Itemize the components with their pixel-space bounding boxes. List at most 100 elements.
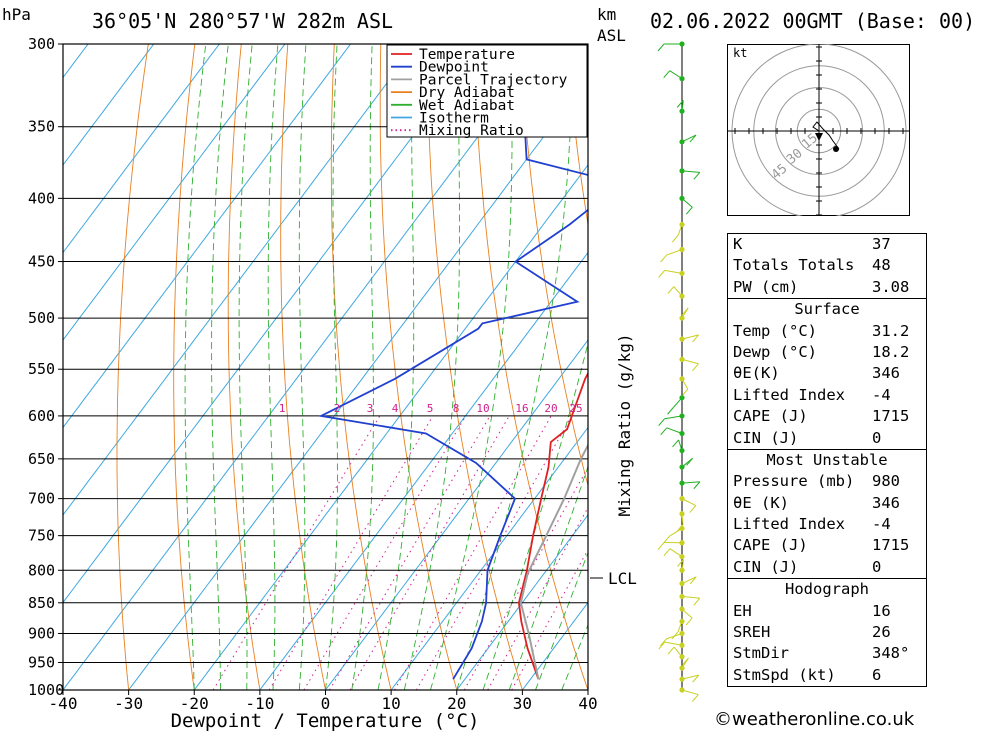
stat-label: PW (cm) bbox=[733, 277, 799, 296]
wind-barb-flag bbox=[689, 505, 697, 513]
stat-row: PW (cm) 3.08 bbox=[728, 277, 926, 298]
wind-barb-flag bbox=[676, 100, 684, 108]
wind-barb bbox=[681, 595, 700, 599]
legend-entry: Isotherm bbox=[419, 111, 489, 127]
wind-barb-flag bbox=[685, 206, 693, 215]
wet-adiabat-line bbox=[377, 44, 415, 690]
wind-level-dot bbox=[679, 168, 685, 174]
wind-barb-flag bbox=[657, 542, 665, 550]
stat-label: Dewp (°C) bbox=[733, 342, 817, 361]
stat-row: θE (K) 346 bbox=[728, 493, 926, 514]
credit-text: ©weatheronline.co.uk bbox=[714, 709, 915, 730]
stat-row: CIN (J) 0 bbox=[728, 428, 926, 449]
wind-barb bbox=[681, 689, 699, 696]
most-unstable-title: Most Unstable bbox=[766, 450, 888, 469]
stat-label: CIN (J) bbox=[733, 557, 799, 576]
mixing-ratio-line bbox=[511, 548, 588, 690]
dry-adiabat-line bbox=[939, 44, 1000, 690]
wet-adiabat-line bbox=[184, 44, 207, 690]
wind-barb-flag bbox=[671, 234, 679, 243]
isotherm-line bbox=[521, 601, 588, 690]
stat-value: 348° bbox=[872, 644, 910, 663]
wind-barb bbox=[673, 286, 683, 297]
plot-frame bbox=[62, 43, 589, 691]
stat-label: Totals Totals bbox=[733, 256, 855, 275]
x-tick-label: 0 bbox=[321, 694, 331, 713]
wind-barb bbox=[666, 249, 683, 256]
wind-barb-flag bbox=[692, 334, 699, 343]
stat-value: 1715 bbox=[872, 536, 910, 555]
stat-label: CAPE (J) bbox=[733, 536, 808, 555]
dry-adiabat-line bbox=[985, 44, 1000, 690]
mixing-ratio-tick-label: 20 bbox=[544, 402, 557, 415]
stat-label: Temp (°C) bbox=[733, 321, 817, 340]
hpa-label: hPa bbox=[2, 5, 31, 24]
stat-label: Pressure (mb) bbox=[733, 472, 855, 491]
x-tick-label: 40 bbox=[578, 694, 597, 713]
stat-row: Pressure (mb) 980 bbox=[728, 471, 926, 492]
pressure-tick-label: 700 bbox=[28, 490, 55, 508]
legend-entry: Dry Adiabat bbox=[419, 85, 515, 101]
stat-label: CAPE (J) bbox=[733, 407, 808, 426]
lcl-label: LCL bbox=[608, 569, 637, 588]
stat-row: CIN (J) 0 bbox=[728, 557, 926, 578]
dry-adiabat-line bbox=[566, 44, 588, 228]
stat-label: K bbox=[733, 235, 743, 253]
wet-adiabat-line bbox=[535, 551, 588, 690]
isotherm-line bbox=[63, 44, 351, 429]
wind-level-dot bbox=[679, 554, 685, 560]
wind-barb bbox=[681, 674, 699, 680]
km-label: km bbox=[597, 5, 616, 24]
mixing-ratio-tick-label: 1 bbox=[279, 402, 286, 415]
wind-barb-flag bbox=[693, 597, 701, 606]
mixing-ratio-tick-label: 2 bbox=[334, 402, 341, 415]
wind-barb bbox=[681, 498, 697, 507]
isotherm-line bbox=[63, 44, 155, 166]
stat-label: θE(K) bbox=[733, 364, 780, 383]
stat-row: Dewp (°C) 18.2 bbox=[728, 342, 926, 363]
wind-barb bbox=[669, 548, 683, 558]
pressure-tick-label: 650 bbox=[28, 450, 55, 468]
mixing-ratio-tick-label: 4 bbox=[392, 402, 399, 415]
wind-barb-flag bbox=[692, 674, 700, 683]
wind-barb bbox=[677, 224, 683, 236]
hodograph-trace bbox=[812, 121, 840, 150]
surface-title: Surface bbox=[794, 300, 860, 319]
wind-barb-flag bbox=[667, 286, 675, 294]
stat-value: 48 bbox=[872, 256, 891, 275]
wind-barb-flag bbox=[681, 388, 689, 397]
dry-adiabat-line bbox=[473, 44, 588, 690]
wind-barb-flag bbox=[693, 172, 701, 180]
hodograph-stats-title: Hodograph bbox=[785, 580, 869, 599]
wind-barb bbox=[681, 513, 684, 525]
stat-value: -4 bbox=[872, 385, 891, 404]
stat-row: CAPE (J) 1715 bbox=[728, 535, 926, 556]
wind-barb-flag bbox=[681, 307, 689, 316]
stat-value: 0 bbox=[872, 428, 882, 447]
x-tick-label: 30 bbox=[513, 694, 532, 713]
wind-barb-flag bbox=[663, 70, 671, 79]
pressure-tick-label: 800 bbox=[28, 561, 55, 579]
stat-row: Totals Totals 48 bbox=[728, 255, 926, 276]
wind-barb bbox=[681, 481, 700, 484]
series-line-parcel-trajectory bbox=[519, 443, 588, 680]
legend-entry: Parcel Trajectory bbox=[419, 72, 568, 88]
wind-barb bbox=[681, 358, 699, 365]
stat-value: 1715 bbox=[872, 407, 910, 426]
stat-row: Temp (°C) 31.2 bbox=[728, 321, 926, 342]
wind-barb-flag bbox=[663, 535, 670, 544]
isotherm-line bbox=[63, 44, 483, 604]
wind-barb-flag bbox=[658, 418, 665, 427]
mixing-ratio-line bbox=[303, 415, 467, 690]
stat-value: -4 bbox=[872, 515, 891, 534]
wet-adiabat-line bbox=[211, 44, 229, 690]
x-tick-label: 20 bbox=[447, 694, 466, 713]
wind-barb-flag bbox=[660, 638, 667, 647]
pressure-tick-label: 400 bbox=[28, 189, 55, 207]
wind-barb bbox=[681, 100, 684, 112]
isotherm-line bbox=[193, 164, 588, 690]
stat-value: 26 bbox=[872, 623, 891, 642]
hodograph-storm-motion bbox=[833, 146, 839, 152]
x-tick-label: -30 bbox=[114, 694, 143, 713]
